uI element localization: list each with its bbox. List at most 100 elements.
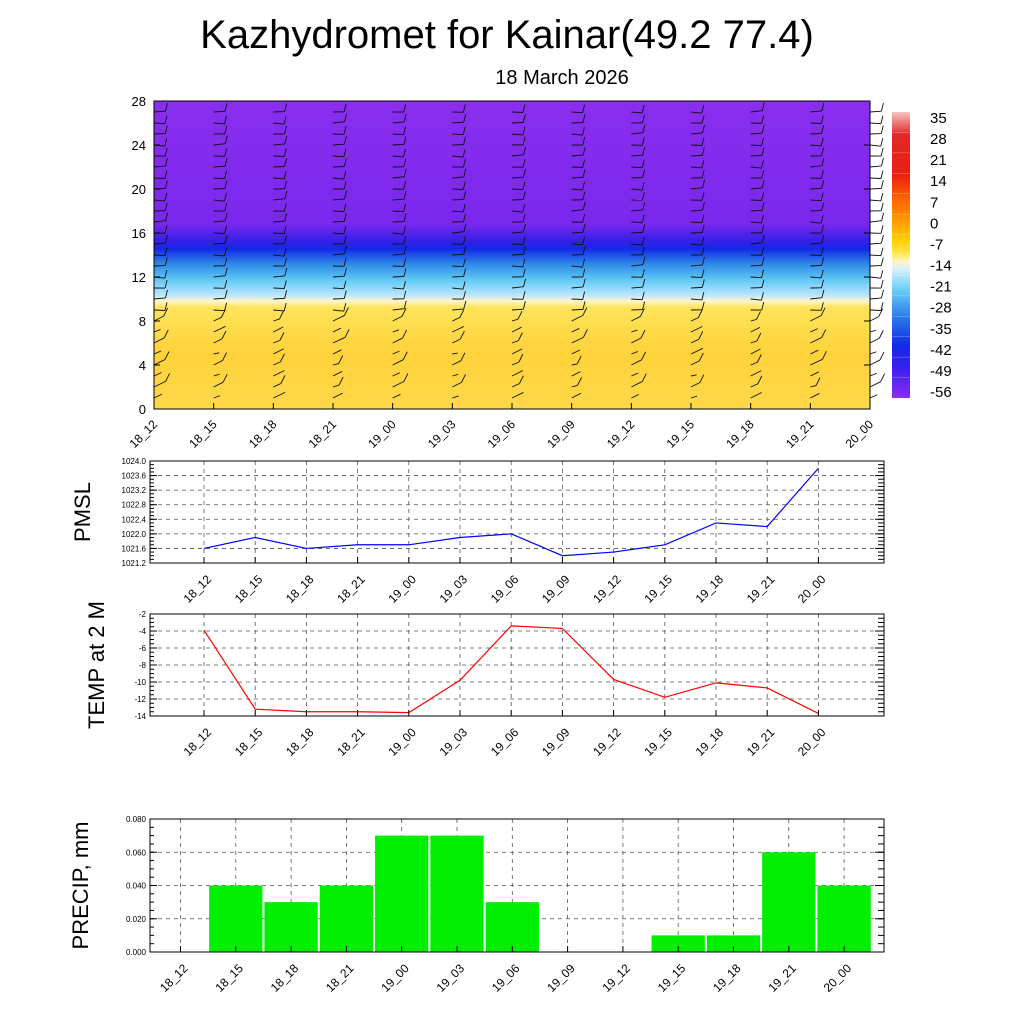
- wind-barb-flag: [283, 302, 287, 312]
- wind-barb-shaft: [631, 359, 642, 366]
- wind-barb-flag: [164, 103, 168, 112]
- wind-barb-flag: [815, 377, 821, 386]
- wind-barb-shaft: [153, 199, 165, 202]
- wind-barb-flag: [761, 292, 764, 301]
- wind-barb-shaft: [273, 297, 285, 300]
- wind-barb-shaft: [392, 253, 405, 256]
- x-tick-label: 18_12: [157, 961, 191, 995]
- wind-barb-flag: [522, 213, 526, 223]
- y-tick-label: 1022.8: [122, 501, 147, 510]
- wind-barb-flag: [284, 135, 288, 145]
- wind-barb-flag: [463, 191, 467, 200]
- wind-barb-flag: [641, 236, 645, 246]
- wind-barb-flag: [463, 114, 467, 123]
- wind-barb-flag: [641, 269, 645, 278]
- wind-barb-flag: [283, 148, 287, 157]
- wind-barb-shaft: [213, 309, 225, 312]
- x-tick-label: 20_00: [821, 961, 855, 995]
- wind-barb-shaft: [869, 122, 881, 125]
- x-tick-label: 19_06: [489, 961, 523, 995]
- wind-barb-flag: [224, 125, 228, 134]
- wind-barb-shaft: [273, 155, 285, 157]
- wind-barb-flag: [164, 270, 168, 279]
- wind-barb-flag: [880, 302, 884, 311]
- wind-barb-flag: [820, 170, 824, 179]
- wind-barb-shaft: [213, 110, 226, 113]
- wind-barb-flag: [701, 137, 705, 146]
- wind-barb-flag: [522, 191, 526, 200]
- wind-barb-flag: [343, 103, 347, 112]
- wind-barb-flag: [343, 213, 347, 222]
- wind-barb-shaft: [511, 243, 523, 245]
- wind-barb-shaft: [631, 329, 638, 333]
- wind-barb-shaft: [213, 143, 226, 146]
- wind-barb-shaft: [571, 384, 578, 388]
- wind-barb-shaft: [810, 254, 822, 256]
- wind-barb-flag: [582, 214, 586, 223]
- wind-barb-shaft: [392, 133, 404, 135]
- x-tick-label: 19_06: [488, 572, 522, 606]
- wind-barb-shaft: [750, 221, 762, 224]
- wind-barb-flag: [880, 257, 884, 266]
- wind-barb-shaft: [511, 348, 523, 355]
- precip-bar: [706, 935, 761, 952]
- wind-barb-flag: [582, 136, 586, 146]
- wind-barb-shaft: [750, 110, 763, 113]
- x-tick-label: 19_00: [385, 572, 419, 606]
- wind-barb-shaft: [452, 381, 462, 388]
- wind-barb-flag: [338, 376, 344, 386]
- x-tick-label: 18_15: [232, 572, 266, 606]
- wind-barb-flag: [224, 235, 228, 244]
- wind-barb-flag: [343, 148, 347, 157]
- x-tick-label: 19_00: [385, 725, 419, 759]
- wind-barb-shaft: [392, 265, 404, 267]
- wind-barb-shaft: [571, 243, 583, 246]
- wind-barb-flag: [283, 170, 287, 180]
- wind-barb-shaft: [153, 380, 166, 388]
- wind-barb-flag: [761, 115, 765, 124]
- wind-barb-flag: [522, 114, 526, 123]
- wind-barb-shaft: [273, 370, 285, 377]
- pmsl-axis-title: PMSL: [70, 482, 95, 542]
- wind-barb-shaft: [273, 232, 285, 235]
- wind-barb-shaft: [631, 111, 643, 114]
- y-tick-label: -8: [139, 661, 147, 670]
- wind-barb-flag: [518, 375, 524, 384]
- wind-barb-shaft: [571, 176, 584, 179]
- wind-barb-flag: [403, 168, 407, 177]
- wind-barb-flag: [164, 279, 168, 289]
- wind-barb-flag: [522, 268, 526, 277]
- wind-barb-flag: [224, 180, 228, 189]
- wind-barb-flag: [522, 236, 526, 245]
- wind-barb-flag: [280, 353, 285, 363]
- wind-barb-flag: [403, 113, 407, 123]
- wind-barb-flag: [820, 115, 824, 124]
- wind-barb-flag: [279, 310, 284, 320]
- wind-barb-shaft: [452, 338, 461, 344]
- wind-barb-shaft: [690, 374, 697, 377]
- x-tick-label: 19_21: [744, 572, 778, 606]
- precip-bar: [209, 885, 263, 952]
- wind-barb-flag: [701, 105, 705, 114]
- wind-barb-shaft: [571, 328, 580, 333]
- colorbar-label: 7: [930, 194, 938, 211]
- wind-barb-shaft: [690, 298, 702, 301]
- wind-barb-flag: [459, 330, 465, 340]
- wind-barb-shaft: [869, 381, 881, 388]
- y-tick-label: 28: [132, 94, 146, 109]
- wind-barb-flag: [880, 138, 884, 147]
- wind-barb-shaft: [511, 308, 524, 311]
- temp-panel: -14 -12 -10 -8 -6 -4 -2 18_12 18_15 18_18 18_21 19_…: [84, 601, 885, 759]
- wind-barb-shaft: [810, 371, 819, 377]
- wind-barb-flag: [701, 279, 705, 288]
- wind-barb-shaft: [631, 381, 643, 388]
- wind-barb-shaft: [213, 381, 224, 388]
- wind-barb-flag: [459, 309, 465, 318]
- wind-barb-flag: [164, 202, 168, 211]
- wind-barb-flag: [224, 202, 228, 212]
- y-tick-label: -12: [134, 695, 146, 704]
- precip-bar: [264, 902, 318, 952]
- wind-barb-flag: [761, 169, 765, 179]
- wind-barb-flag: [463, 168, 467, 178]
- wind-barb-shaft: [869, 276, 881, 279]
